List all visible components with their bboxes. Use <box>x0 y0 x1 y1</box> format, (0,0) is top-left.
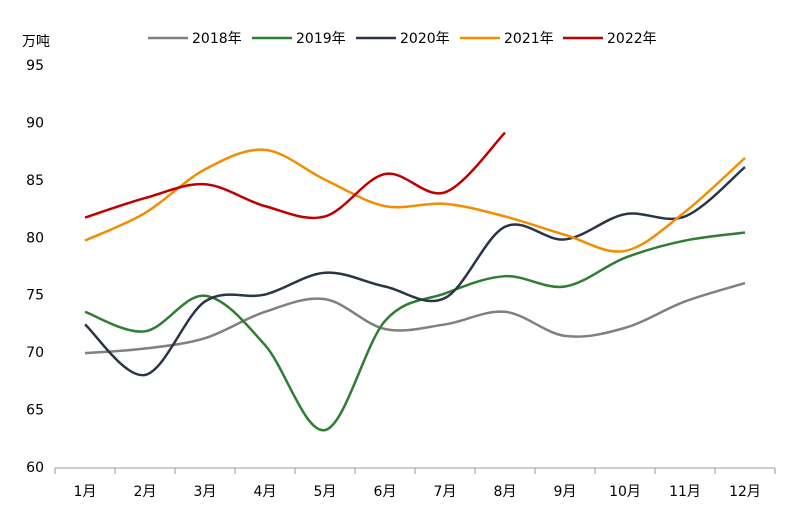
y-tick-label: 65 <box>26 403 44 419</box>
series-line <box>84 148 746 253</box>
legend-label: 2022年 <box>607 31 657 47</box>
x-tick-label: 4月 <box>254 484 277 500</box>
x-tick-label: 8月 <box>494 484 517 500</box>
y-tick-label: 85 <box>26 173 44 189</box>
x-tick-label: 11月 <box>669 484 701 500</box>
series-line <box>84 281 746 355</box>
y-tick-label: 90 <box>26 115 44 131</box>
x-tick-label: 6月 <box>374 484 397 500</box>
x-tick-label: 2月 <box>134 484 157 500</box>
legend-label: 2018年 <box>192 31 242 47</box>
y-tick-label: 60 <box>26 460 44 476</box>
legend-label: 2019年 <box>296 31 346 47</box>
x-tick-label: 9月 <box>554 484 577 500</box>
y-tick-label: 75 <box>26 288 44 304</box>
legend-label: 2021年 <box>504 31 554 47</box>
y-axis-label: 万吨 <box>22 34 50 50</box>
series-line <box>84 131 506 220</box>
legend-label: 2020年 <box>400 31 450 47</box>
x-tick-label: 5月 <box>314 484 337 500</box>
x-tick-label: 10月 <box>609 484 641 500</box>
y-tick-label: 95 <box>26 58 44 74</box>
y-tick-label: 70 <box>26 345 44 361</box>
x-tick-label: 3月 <box>194 484 217 500</box>
x-tick-label: 7月 <box>434 484 457 500</box>
series-line <box>84 166 746 377</box>
x-tick-label: 1月 <box>74 484 97 500</box>
x-tick-label: 12月 <box>729 484 761 500</box>
series-line <box>84 231 746 432</box>
y-tick-label: 80 <box>26 230 44 246</box>
